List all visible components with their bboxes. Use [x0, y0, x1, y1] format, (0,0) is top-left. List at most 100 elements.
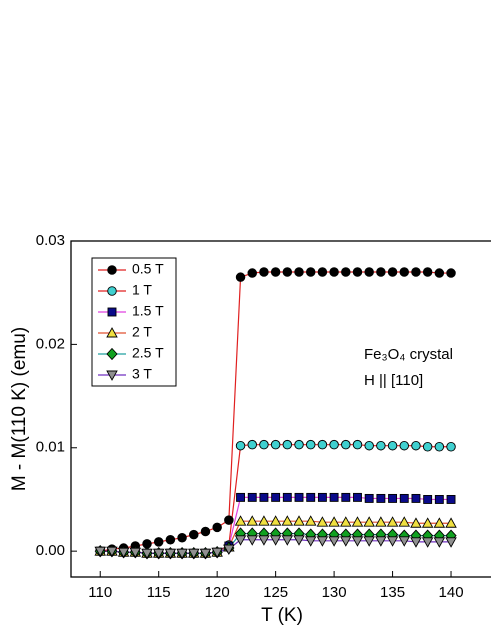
data-point [281, 535, 294, 546]
legend-box [91, 257, 177, 387]
data-point [188, 548, 200, 560]
data-point [434, 441, 445, 452]
data-point [363, 536, 375, 547]
annotation: H || [110] [364, 372, 423, 389]
legend-label: 0.5 T [132, 261, 164, 277]
x-tick-label: 125 [263, 584, 288, 601]
data-point [351, 536, 364, 547]
data-point [433, 537, 446, 548]
data-point [142, 539, 152, 549]
legend-label: 1.5 T [132, 303, 164, 319]
data-point [386, 516, 399, 527]
data-point [224, 515, 234, 525]
legend-label: 3 T [132, 366, 152, 382]
data-point [411, 440, 421, 451]
data-point [212, 522, 222, 533]
data-point [421, 517, 434, 528]
legend-marker [107, 307, 117, 317]
legend-marker [106, 347, 118, 361]
data-point [423, 495, 433, 504]
data-point [376, 267, 386, 277]
data-point [235, 272, 246, 282]
data-point [223, 544, 235, 556]
data-point [165, 535, 176, 545]
data-point [282, 267, 293, 277]
data-point [340, 516, 352, 527]
data-point [271, 492, 281, 502]
data-point [258, 515, 270, 526]
plot-frame [70, 240, 491, 578]
annotation: Fe₃O₄ crystal [364, 346, 453, 363]
data-point [411, 493, 421, 503]
data-point [176, 548, 188, 560]
legend-marker [107, 286, 117, 296]
data-point [364, 493, 374, 503]
data-point [399, 440, 410, 451]
data-point [117, 547, 130, 559]
data-point [106, 546, 118, 558]
data-point [306, 492, 316, 502]
data-point [421, 537, 434, 548]
data-point [94, 546, 106, 558]
data-point [341, 439, 351, 450]
data-point [141, 548, 153, 560]
data-point [304, 536, 317, 547]
data-point [399, 267, 410, 277]
data-point [410, 537, 422, 548]
data-point [446, 268, 456, 278]
data-point [294, 492, 304, 502]
data-point [247, 492, 257, 502]
data-point [422, 267, 433, 277]
x-tick-label: 120 [205, 584, 230, 601]
data-point [446, 441, 456, 452]
data-point [259, 492, 269, 502]
y-tick-label: 0.03 [36, 232, 65, 249]
data-point [282, 439, 293, 450]
data-point [388, 493, 398, 503]
y-tick-label: 0.01 [36, 439, 65, 456]
x-tick-label: 140 [439, 584, 464, 601]
data-point [305, 439, 316, 450]
data-point [305, 267, 316, 277]
data-point [270, 267, 281, 277]
data-point [234, 515, 247, 526]
data-point [304, 515, 317, 526]
y-tick-label: 0.02 [36, 335, 65, 352]
data-point [152, 548, 165, 560]
legend-marker [106, 370, 118, 381]
data-point [177, 532, 187, 543]
data-point [164, 548, 177, 560]
data-point [246, 515, 259, 526]
legend-label: 2 T [132, 324, 152, 340]
data-point [200, 526, 211, 537]
data-point [329, 439, 339, 450]
data-point [352, 439, 363, 450]
data-point [282, 492, 292, 502]
data-point [422, 441, 433, 452]
data-point [234, 535, 247, 546]
data-point [294, 267, 304, 277]
data-point [398, 536, 411, 547]
data-point [353, 492, 362, 502]
data-point [153, 537, 164, 547]
data-point [281, 515, 294, 526]
data-point [235, 440, 246, 451]
data-point [364, 267, 374, 277]
data-point [341, 267, 351, 277]
data-point [293, 515, 305, 526]
data-point [329, 267, 339, 277]
data-point [293, 535, 305, 546]
x-tick-label: 115 [147, 584, 171, 601]
data-point [269, 535, 282, 546]
data-point [340, 536, 352, 547]
data-point [445, 517, 457, 528]
data-point [433, 517, 446, 528]
legend-marker [107, 265, 117, 275]
data-point [329, 492, 339, 502]
legend-label: 2.5 T [132, 345, 164, 361]
data-point [270, 439, 281, 450]
data-point [269, 515, 282, 526]
legend-label: 1 T [132, 282, 152, 298]
data-point [364, 440, 374, 451]
